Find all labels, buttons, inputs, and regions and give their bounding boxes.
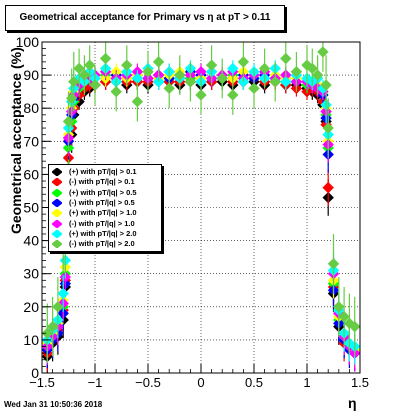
legend: (+) with pT/|q| > 0.1 (-) with pT/|q| > 0… <box>48 164 162 252</box>
y-tick-label: 10 <box>23 332 39 348</box>
legend-entry: (+) with pT/|q| > 1.0 <box>49 208 161 218</box>
legend-marker <box>52 178 62 187</box>
legend-marker <box>52 229 62 238</box>
data-point <box>57 287 69 300</box>
data-point <box>83 59 96 71</box>
data-point <box>322 181 334 194</box>
legend-label: (+) with pT/|q| > 0.1 <box>69 167 137 176</box>
data-point <box>290 66 303 78</box>
data-point <box>131 95 144 108</box>
legend-marker <box>52 240 62 249</box>
x-tick-label: 0.5 <box>245 375 263 390</box>
y-tick-label: 30 <box>23 266 39 282</box>
data-point <box>327 258 340 270</box>
timestamp: Wed Jan 31 10:50:36 2018 <box>4 400 103 409</box>
data-point <box>205 59 218 71</box>
data-point <box>184 76 197 88</box>
data-point <box>68 76 80 88</box>
legend-entry: (+) with pT/|q| > 0.5 <box>49 188 161 198</box>
data-point <box>110 85 122 98</box>
legend-label: (-) with pT/|q| > 1.0 <box>69 218 135 228</box>
legend-entry: (-) with pT/|q| > 1.0 <box>49 219 161 229</box>
data-point <box>280 76 292 88</box>
data-point <box>46 320 59 333</box>
legend-marker <box>52 188 62 197</box>
data-points <box>41 42 361 373</box>
x-tick-label: 1.5 <box>351 375 369 390</box>
y-tick-label: 90 <box>23 67 39 83</box>
legend-entry: (-) with pT/|q| > 0.5 <box>49 198 161 208</box>
x-axis-label: η <box>348 395 357 411</box>
legend-marker <box>52 219 62 228</box>
legend-marker <box>52 198 62 207</box>
y-tick-label: 100 <box>16 34 40 50</box>
data-point <box>227 62 239 75</box>
data-point <box>322 122 334 134</box>
y-tick-labels: 0 10 20 30 40 50 60 70 80 90 100 <box>16 34 40 381</box>
y-tick-label: 80 <box>23 100 39 116</box>
data-point <box>163 82 175 95</box>
axis-ticks <box>41 41 361 374</box>
y-tick-label: 70 <box>23 133 39 149</box>
data-point <box>348 320 361 333</box>
legend-label: (+) with pT/|q| > 1.0 <box>69 208 137 218</box>
x-tick-label: −1.5 <box>29 375 55 390</box>
data-point <box>52 301 64 313</box>
data-point <box>269 76 281 88</box>
data-point <box>248 82 260 95</box>
y-axis-label: Geometrical acceptance (%) <box>8 47 24 234</box>
legend-label: (-) with pT/|q| > 0.1 <box>69 177 135 187</box>
data-point <box>338 311 350 323</box>
data-point <box>311 69 324 81</box>
data-point <box>306 62 319 75</box>
data-point <box>280 52 292 65</box>
series-7 <box>41 42 361 364</box>
data-point <box>99 52 112 65</box>
y-tick-label: 60 <box>23 166 39 182</box>
y-tick-label: 0 <box>31 365 39 381</box>
data-point <box>258 62 271 75</box>
legend-entry: (-) with pT/|q| > 2.0 <box>49 239 161 249</box>
data-point <box>320 79 332 91</box>
legend-label: (+) with pT/|q| > 2.0 <box>69 228 137 238</box>
legend-marker <box>52 209 62 218</box>
data-point <box>174 69 186 81</box>
data-point <box>78 69 91 81</box>
data-point <box>73 62 85 75</box>
data-point <box>227 89 239 101</box>
data-point <box>121 59 133 71</box>
y-tick-label: 20 <box>23 299 39 315</box>
legend-label: (+) with pT/|q| > 0.5 <box>69 187 137 197</box>
y-tick-label: 50 <box>23 200 39 216</box>
x-tick-label: −0.5 <box>135 375 161 390</box>
data-point <box>152 56 165 68</box>
data-point <box>195 89 207 101</box>
legend-entry: (-) with pT/|q| > 0.1 <box>49 177 161 187</box>
legend-marker <box>52 168 62 176</box>
x-tick-labels: −1.5 −1 −0.5 0 0.5 1 1.5 <box>29 375 369 390</box>
data-point <box>317 46 329 58</box>
data-point <box>333 301 345 313</box>
x-tick-label: 1 <box>303 375 310 390</box>
legend-entry: (+) with pT/|q| > 2.0 <box>49 229 161 239</box>
legend-label: (-) with pT/|q| > 2.0 <box>69 239 135 249</box>
data-point <box>41 327 54 339</box>
chart-title: Geometrical acceptance for Primary vs η … <box>5 5 285 31</box>
legend-entry: (+) with pT/|q| > 0.1 <box>49 167 161 177</box>
data-point <box>237 56 250 68</box>
data-point <box>142 66 154 78</box>
x-tick-label: −1 <box>88 375 103 390</box>
data-point <box>89 79 101 91</box>
y-tick-label: 40 <box>23 233 39 249</box>
legend-label: (-) with pT/|q| > 0.5 <box>69 197 135 207</box>
x-tick-label: 0 <box>197 375 204 390</box>
data-point <box>216 72 228 85</box>
